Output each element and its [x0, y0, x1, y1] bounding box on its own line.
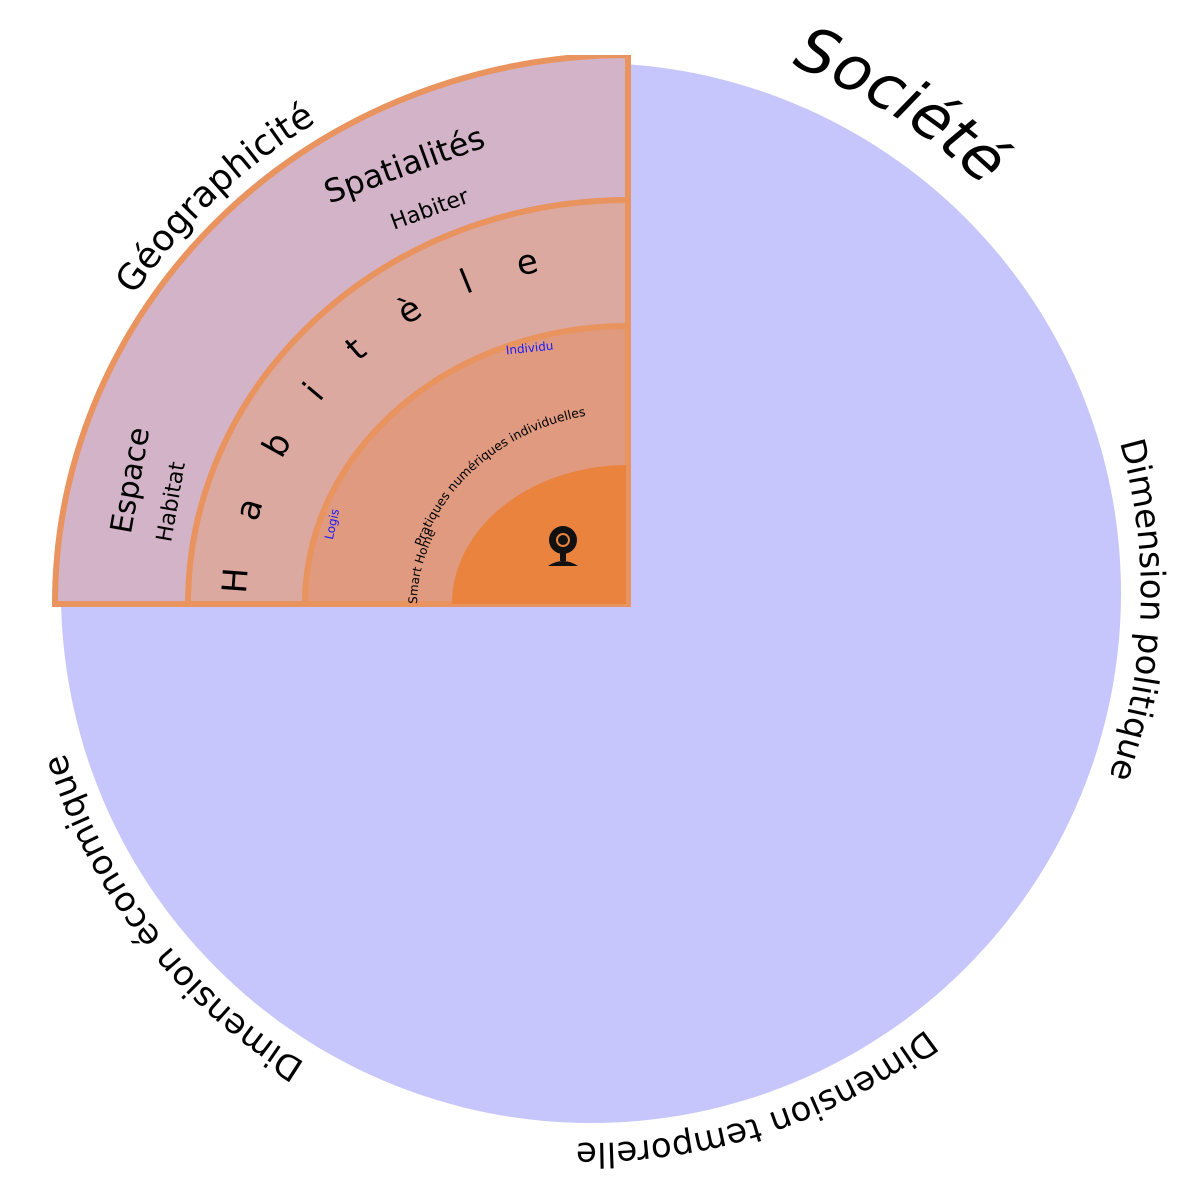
inner-label: Logis: [322, 508, 342, 541]
core: [452, 465, 628, 604]
inner-label: Individu: [505, 339, 554, 358]
webcam-icon: [548, 526, 578, 566]
